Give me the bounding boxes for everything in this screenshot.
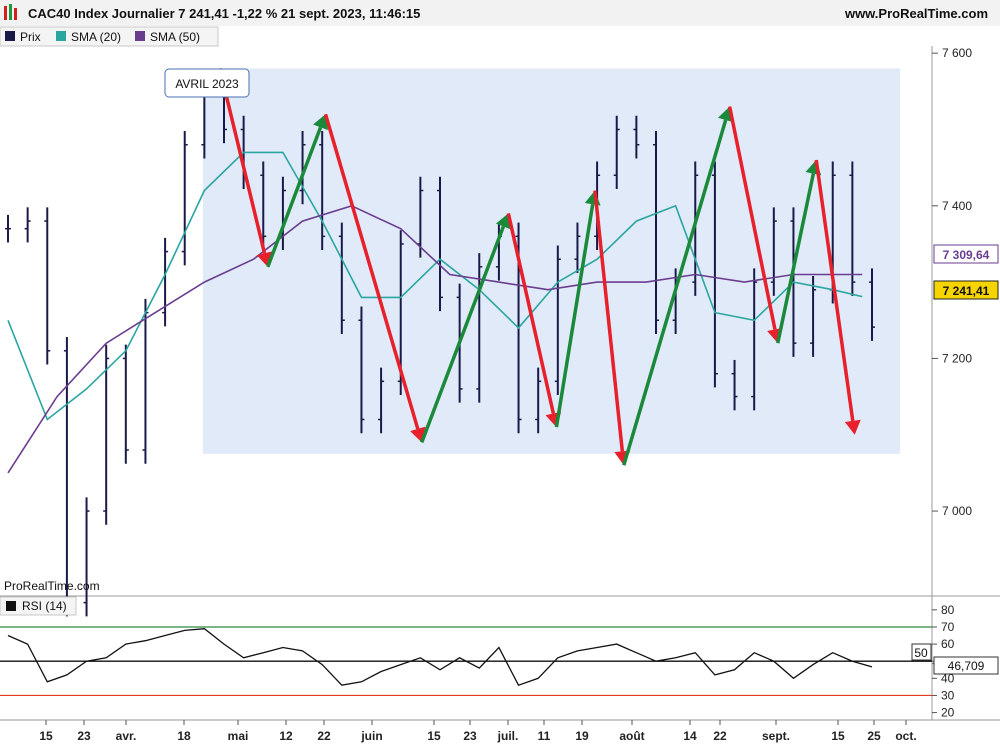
time-tick-label: 23 <box>463 729 477 743</box>
price-tick-label: 7 600 <box>942 46 972 60</box>
moving-averages <box>7 151 863 474</box>
sma50-swatch <box>135 31 145 41</box>
time-tick-label: 14 <box>683 729 697 743</box>
legend-label: Prix <box>20 30 41 44</box>
down-arrow <box>593 190 625 452</box>
time-tick-label: 11 <box>538 729 551 743</box>
legend-label: SMA (50) <box>150 30 200 44</box>
rsi-tick-label: 30 <box>941 688 955 702</box>
time-tick-label: 23 <box>77 729 91 743</box>
rsi-panel: 20 30 40 50 60 70 80 <box>0 603 955 720</box>
time-axis: 15 23 avr. 18 mai 12 22 juin 15 23 juil. 11 19 août 14… <box>39 720 917 743</box>
legend: Prix SMA (20) SMA (50) <box>5 30 200 44</box>
time-tick-label: sept. <box>762 729 790 743</box>
arrow-head <box>495 213 511 230</box>
rsi-last-value: 46,709 <box>948 659 985 673</box>
down-arrow <box>506 213 556 414</box>
sma50-line <box>7 204 863 474</box>
sma20-swatch <box>56 31 66 41</box>
time-tick-label: 22 <box>713 729 727 743</box>
rsi-title: RSI (14) <box>22 599 67 613</box>
time-tick-label: 12 <box>279 729 293 743</box>
time-tick-label: 22 <box>317 729 331 743</box>
price-swatch <box>5 31 15 41</box>
time-tick-label: juil. <box>497 729 519 743</box>
rsi-line <box>7 628 873 686</box>
arrow-head <box>844 419 861 435</box>
last-price-tag: 7 241,41 <box>933 280 999 300</box>
site-label[interactable]: www.ProRealTime.com <box>844 6 988 21</box>
time-tick-label: avr. <box>116 729 137 743</box>
down-arrow <box>727 106 777 330</box>
down-arrow <box>217 68 267 254</box>
legend-bar <box>0 26 219 47</box>
time-tick-label: 15 <box>427 729 441 743</box>
time-tick-label: 19 <box>575 729 589 743</box>
rsi-tick-label: 40 <box>941 671 955 685</box>
header-bar <box>0 0 1000 26</box>
price-tick-label: 7 000 <box>942 504 972 518</box>
time-tick-label: mai <box>228 729 249 743</box>
annotation-label: AVRIL 2023 <box>175 77 239 91</box>
legend-label: SMA (20) <box>71 30 121 44</box>
chart-title: CAC40 Index Journalier 7 241,41 -1,22 % … <box>28 6 420 21</box>
sma20-line <box>7 151 863 421</box>
rsi-value-tag: 46,709 <box>933 656 999 675</box>
time-tick-label: 25 <box>867 729 881 743</box>
time-tick-label: juin <box>360 729 382 743</box>
up-arrow <box>420 225 506 443</box>
rsi-level-label: 50 <box>914 646 928 660</box>
time-tick-label: 15 <box>831 729 845 743</box>
price-tick-label: 7 200 <box>942 351 972 365</box>
time-tick-label: 18 <box>177 729 191 743</box>
up-arrow <box>776 173 816 344</box>
rsi-tick-label: 20 <box>941 706 955 720</box>
time-tick-label: oct. <box>895 729 916 743</box>
price-tick-label: 7 400 <box>942 199 972 213</box>
watermark-label: ProRealTime.com <box>4 579 100 593</box>
swing-arrows <box>217 68 861 466</box>
time-tick-label: 15 <box>39 729 53 743</box>
rsi-tick-label: 60 <box>941 637 955 651</box>
up-arrow <box>554 204 595 428</box>
rsi-legend <box>0 596 77 616</box>
annotation-box <box>164 68 250 98</box>
up-arrow <box>266 126 323 268</box>
last-price-value: 7 241,41 <box>943 284 990 298</box>
arrow-head <box>313 114 329 131</box>
sma50-price-tag: 7 309,64 <box>933 244 999 264</box>
up-arrow <box>622 119 728 466</box>
rsi-tick-label: 80 <box>941 603 955 617</box>
rsi-level-tag: 50 <box>911 643 932 661</box>
sma50-value: 7 309,64 <box>943 248 990 262</box>
rsi-swatch <box>6 601 16 611</box>
app-icon[interactable] <box>4 4 17 20</box>
time-tick-label: août <box>619 729 644 743</box>
down-arrow <box>814 159 855 422</box>
down-arrow <box>323 113 420 430</box>
rsi-tick-label: 70 <box>941 620 955 634</box>
